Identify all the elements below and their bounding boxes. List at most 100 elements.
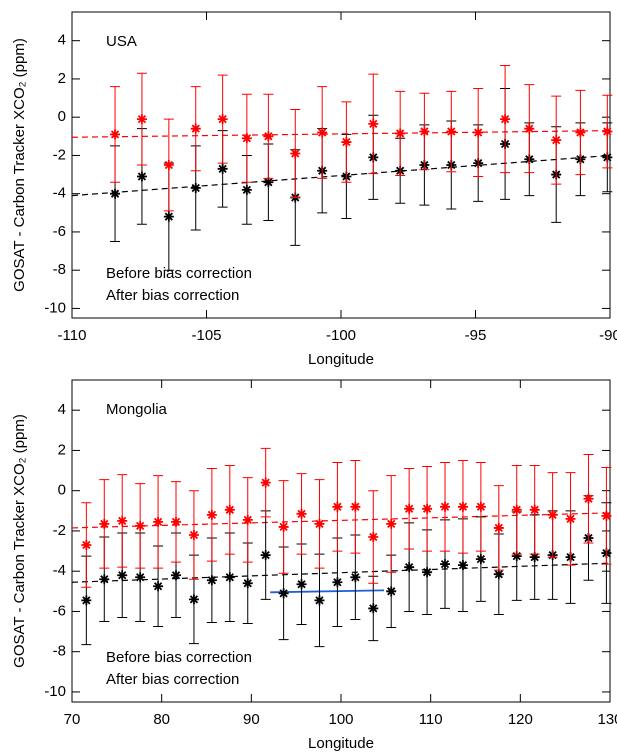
point (217, 163, 228, 174)
point (457, 560, 468, 571)
point (511, 551, 522, 562)
x-tick-label: 70 (64, 711, 81, 728)
point (440, 559, 451, 570)
point (529, 504, 540, 515)
point (565, 513, 576, 524)
point (314, 595, 325, 606)
point (368, 118, 379, 129)
point (110, 129, 121, 140)
point (110, 188, 121, 199)
x-tick-label: 130 (597, 711, 617, 728)
point (171, 516, 182, 527)
point (529, 552, 540, 563)
point (135, 572, 146, 583)
point (475, 501, 486, 512)
panel-label: Mongolia (106, 401, 168, 418)
point (493, 522, 504, 533)
point (241, 184, 252, 195)
y-tick-label: -6 (53, 602, 66, 619)
x-tick-label: -110 (58, 327, 87, 344)
point (296, 508, 307, 519)
point (422, 503, 433, 514)
point (99, 518, 110, 529)
x-tick-label: 80 (153, 711, 170, 728)
point (524, 123, 535, 134)
point (135, 520, 146, 531)
point (163, 160, 174, 170)
x-tick-label: 90 (243, 711, 260, 728)
point (547, 509, 558, 520)
y-tick-label: 2 (58, 441, 66, 458)
point (395, 128, 406, 139)
y-tick-label: -8 (53, 643, 66, 660)
point (575, 127, 586, 138)
y-tick-label: -2 (53, 522, 66, 539)
legend-label: After bias correction (106, 287, 239, 304)
y-tick-label: -6 (53, 223, 66, 240)
point (440, 501, 451, 512)
point (500, 114, 511, 125)
trend-line (71, 512, 611, 529)
point (260, 477, 271, 488)
y-tick-label: 4 (58, 32, 66, 49)
point (217, 114, 228, 125)
y-tick-label: -4 (53, 185, 66, 202)
point (350, 501, 361, 512)
point (350, 572, 361, 583)
point (551, 135, 562, 146)
y-tick-label: 0 (58, 108, 66, 125)
point (163, 211, 174, 222)
point (263, 177, 274, 188)
y-tick-label: 4 (58, 401, 66, 418)
point (81, 540, 92, 551)
point (404, 503, 415, 514)
point (473, 127, 484, 138)
point (206, 575, 217, 586)
point (188, 529, 199, 540)
point (171, 570, 182, 581)
point (260, 550, 271, 561)
y-axis-title: GOSAT - Carbon Tracker XCO₂ (ppm) (11, 38, 28, 292)
point (117, 570, 128, 581)
point (153, 516, 164, 527)
point (190, 182, 201, 193)
point (188, 594, 199, 605)
point (81, 595, 92, 606)
legend-label: Before bias correction (106, 265, 252, 282)
y-tick-label: 0 (58, 482, 66, 499)
y-tick-label: -10 (44, 299, 66, 316)
point (341, 137, 352, 148)
point (136, 171, 147, 182)
point (224, 504, 235, 515)
x-tick-label: -100 (326, 327, 356, 344)
point (224, 572, 235, 583)
point (457, 501, 468, 512)
legend-label: Before bias correction (106, 649, 252, 666)
x-axis-title: Longitude (308, 351, 374, 368)
y-tick-label: -10 (44, 683, 66, 700)
y-tick-label: -2 (53, 146, 66, 163)
point (511, 504, 522, 515)
point (332, 501, 343, 512)
point (404, 562, 415, 573)
x-tick-label: 120 (508, 711, 533, 728)
point (190, 123, 201, 134)
point (368, 531, 379, 542)
y-axis-title: GOSAT - Carbon Tracker XCO₂ (ppm) (11, 414, 28, 668)
point (153, 581, 164, 592)
point (206, 509, 217, 520)
x-tick-label: -105 (191, 327, 221, 344)
point (368, 603, 379, 614)
x-tick-label: -90 (599, 327, 617, 344)
trend-line (270, 589, 385, 594)
point (117, 515, 128, 526)
y-tick-label: 2 (58, 70, 66, 87)
x-tick-label: -95 (465, 327, 487, 344)
point (278, 588, 289, 599)
point (317, 127, 328, 138)
point (601, 510, 612, 521)
point (99, 574, 110, 585)
point (314, 518, 325, 529)
point (278, 521, 289, 532)
